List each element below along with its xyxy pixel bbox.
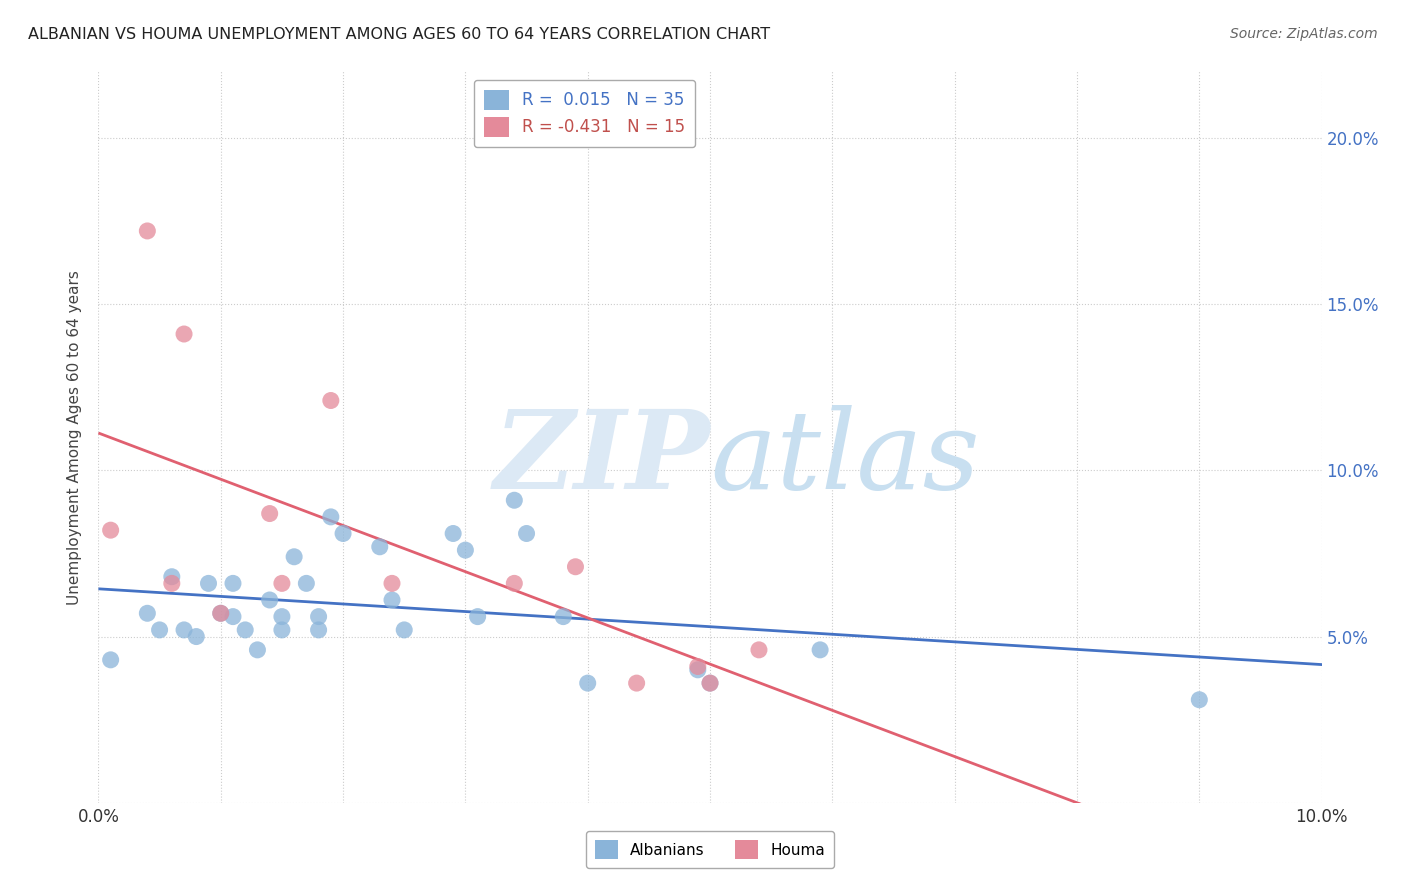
Point — [368, 540, 391, 554]
Point — [295, 576, 318, 591]
Point — [197, 576, 219, 591]
Point — [576, 676, 599, 690]
Point — [686, 659, 709, 673]
Point — [270, 576, 292, 591]
Point — [222, 609, 245, 624]
Point — [381, 576, 404, 591]
Point — [503, 576, 526, 591]
Point — [233, 623, 256, 637]
Text: ZIP: ZIP — [494, 405, 710, 513]
Legend: Albanians, Houma: Albanians, Houma — [586, 831, 834, 868]
Point — [209, 607, 232, 621]
Point — [699, 676, 721, 690]
Text: Source: ZipAtlas.com: Source: ZipAtlas.com — [1230, 27, 1378, 41]
Y-axis label: Unemployment Among Ages 60 to 64 years: Unemployment Among Ages 60 to 64 years — [67, 269, 83, 605]
Point — [173, 326, 195, 341]
Point — [454, 543, 477, 558]
Point — [160, 570, 183, 584]
Point — [332, 526, 354, 541]
Text: atlas: atlas — [710, 405, 980, 513]
Point — [100, 653, 122, 667]
Point — [381, 593, 404, 607]
Point — [160, 576, 183, 591]
Point — [136, 607, 159, 621]
Point — [748, 643, 770, 657]
Point — [1188, 692, 1211, 706]
Point — [516, 526, 538, 541]
Point — [553, 609, 575, 624]
Point — [467, 609, 489, 624]
Point — [259, 593, 281, 607]
Point — [173, 623, 195, 637]
Point — [808, 643, 831, 657]
Point — [100, 523, 122, 537]
Point — [222, 576, 245, 591]
Point — [246, 643, 269, 657]
Point — [686, 663, 709, 677]
Point — [186, 630, 208, 644]
Point — [270, 623, 292, 637]
Point — [503, 493, 526, 508]
Text: ALBANIAN VS HOUMA UNEMPLOYMENT AMONG AGES 60 TO 64 YEARS CORRELATION CHART: ALBANIAN VS HOUMA UNEMPLOYMENT AMONG AGE… — [28, 27, 770, 42]
Point — [319, 509, 342, 524]
Point — [149, 623, 172, 637]
Point — [441, 526, 464, 541]
Point — [308, 623, 330, 637]
Point — [136, 224, 159, 238]
Point — [319, 393, 342, 408]
Point — [270, 609, 292, 624]
Point — [308, 609, 330, 624]
Point — [699, 676, 721, 690]
Point — [392, 623, 416, 637]
Point — [209, 607, 232, 621]
Point — [283, 549, 305, 564]
Point — [564, 559, 586, 574]
Point — [259, 507, 281, 521]
Point — [626, 676, 648, 690]
